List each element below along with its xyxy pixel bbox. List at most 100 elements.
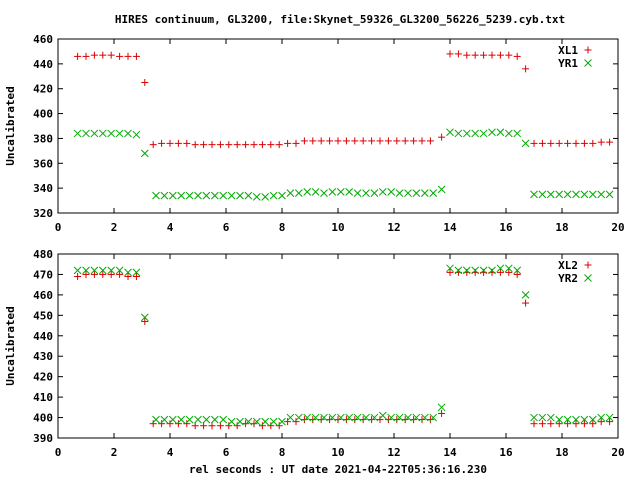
data-point-XL2: [326, 416, 334, 424]
data-point-XL1: [107, 51, 115, 59]
y-tick-label: 430: [33, 350, 53, 363]
data-point-YR2-d2: [420, 413, 429, 422]
data-point-YR2-d2: [336, 413, 345, 422]
data-point-XL2: [258, 422, 266, 430]
data-point-YR1-d2: [294, 189, 303, 197]
data-point-XL1: [572, 139, 580, 147]
y-tick-label: 400: [33, 108, 53, 121]
data-point-YR2-d2: [286, 413, 295, 422]
data-point-YR2-d2: [219, 415, 228, 424]
data-point-YR1-d2: [328, 188, 337, 196]
data-point-YR1: [269, 191, 278, 200]
data-point-XL1: [183, 139, 191, 147]
data-point-YR1: [429, 189, 438, 197]
data-point-XL1: [200, 141, 208, 149]
x-tick-label: 18: [555, 221, 568, 234]
data-point-XL2: [496, 268, 504, 276]
data-point-YR2: [496, 264, 505, 273]
data-point-YR1-d2: [412, 189, 421, 197]
data-point-YR1-d2: [252, 192, 261, 201]
data-point-YR1: [597, 190, 606, 199]
data-point-YR2: [488, 266, 496, 275]
data-point-XL1: [463, 51, 471, 59]
data-point-YR2: [387, 413, 396, 422]
data-point-YR1: [124, 129, 132, 138]
data-point-XL1: [580, 139, 588, 147]
data-point-YR2: [115, 266, 124, 275]
data-point-YR2: [538, 413, 547, 422]
legend-marker-XL1: [584, 46, 592, 54]
data-point-XL1: [488, 51, 496, 59]
data-point-YR1-d2: [160, 191, 169, 200]
data-point-XL2: [191, 422, 199, 430]
data-point-YR1-d2: [73, 129, 82, 138]
y-tick-label: 340: [33, 182, 53, 195]
data-point-XL2: [300, 416, 308, 424]
data-point-XL1: [589, 139, 597, 147]
data-point-YR2-d2: [546, 413, 555, 422]
data-point-YR2-d2: [252, 417, 261, 426]
data-point-YR1-d2: [488, 128, 496, 137]
data-point-YR2-d2: [269, 417, 278, 426]
data-point-XL1: [418, 137, 426, 145]
data-point-YR1-d2: [168, 191, 177, 200]
data-point-YR2-d2: [521, 291, 530, 299]
data-point-YR2: [132, 268, 141, 277]
data-point-YR1-d2: [140, 149, 149, 158]
data-point-YR1-d2: [437, 185, 446, 194]
data-point-YR2-d2: [202, 415, 211, 424]
data-point-XL2: [393, 416, 401, 424]
data-point-YR1: [252, 192, 261, 201]
data-point-YR2-d2: [580, 415, 589, 424]
data-point-YR1-d2: [597, 190, 606, 199]
data-point-XL1: [149, 141, 157, 149]
data-point-YR1-d2: [378, 188, 387, 196]
data-point-YR1: [140, 149, 149, 158]
x-tick-label: 2: [111, 446, 118, 459]
data-point-YR2: [278, 417, 286, 426]
data-point-XL2: [90, 270, 98, 278]
data-point-YR2: [244, 417, 253, 426]
data-point-YR1-d2: [177, 191, 186, 200]
x-tick-label: 18: [555, 446, 568, 459]
data-point-YR2: [168, 415, 177, 424]
data-point-YR1: [370, 189, 379, 197]
data-point-YR1-d2: [538, 190, 547, 199]
data-point-YR2-d2: [294, 413, 303, 422]
data-point-YR2: [107, 266, 116, 275]
x-tick-label: 16: [499, 446, 513, 459]
data-point-XL1: [166, 139, 174, 147]
y-tick-label: 480: [33, 248, 53, 261]
data-point-YR1: [513, 129, 522, 138]
data-point-XL2: [384, 416, 392, 424]
x-tick-label: 10: [331, 221, 344, 234]
data-point-YR1-d2: [479, 129, 488, 138]
y-tick-label: 470: [33, 268, 53, 281]
data-point-YR1-d2: [530, 190, 538, 199]
data-point-YR2: [572, 415, 580, 424]
data-point-YR2-d2: [261, 417, 270, 426]
chart-title: HIRES continuum, GL3200, file:Skynet_593…: [115, 13, 565, 26]
data-point-YR2-d2: [311, 413, 320, 422]
data-point-YR1: [244, 191, 253, 200]
data-point-YR1-d2: [563, 190, 572, 199]
data-point-YR2-d2: [530, 413, 538, 422]
data-point-YR2: [311, 413, 320, 422]
data-point-YR2-d2: [107, 266, 116, 275]
data-point-XL2: [426, 416, 434, 424]
data-point-YR2-d2: [278, 417, 286, 426]
data-point-YR1-d2: [219, 191, 228, 200]
data-point-YR1-d2: [115, 129, 124, 138]
data-point-YR2: [202, 415, 211, 424]
data-point-YR1: [194, 191, 202, 200]
data-point-YR2: [521, 291, 530, 299]
data-point-XL2: [284, 418, 292, 426]
data-point-XL1: [132, 52, 140, 60]
data-point-YR1-d2: [387, 188, 396, 196]
data-point-XL2: [564, 420, 572, 428]
data-point-XL1: [275, 141, 283, 149]
y-axis-label: Uncalibrated: [4, 306, 17, 385]
data-point-YR2: [504, 264, 513, 273]
data-point-YR2: [362, 413, 370, 422]
